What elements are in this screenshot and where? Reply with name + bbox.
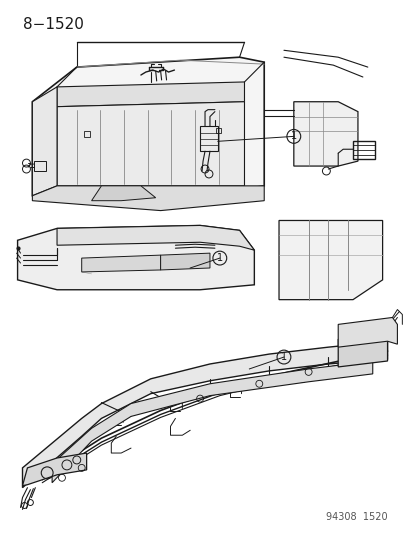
- Polygon shape: [57, 225, 254, 250]
- Polygon shape: [52, 361, 372, 483]
- Polygon shape: [32, 186, 263, 211]
- Polygon shape: [91, 186, 155, 201]
- Text: 1: 1: [280, 352, 286, 362]
- Polygon shape: [32, 57, 263, 201]
- Bar: [199, 126, 217, 151]
- Polygon shape: [57, 102, 244, 186]
- Polygon shape: [32, 87, 57, 196]
- Polygon shape: [337, 334, 387, 367]
- Bar: [34, 161, 46, 171]
- Text: 94308  1520: 94308 1520: [325, 512, 387, 522]
- Text: 8−1520: 8−1520: [22, 17, 83, 31]
- Polygon shape: [81, 255, 160, 272]
- Polygon shape: [22, 341, 387, 488]
- Polygon shape: [278, 221, 382, 300]
- Bar: [352, 141, 374, 159]
- Text: 1: 1: [216, 253, 222, 263]
- Bar: [215, 128, 220, 133]
- Polygon shape: [293, 102, 357, 166]
- Polygon shape: [57, 82, 244, 107]
- Text: 1: 1: [290, 131, 296, 141]
- Polygon shape: [160, 253, 209, 270]
- Bar: [83, 132, 89, 138]
- Polygon shape: [337, 318, 396, 347]
- Polygon shape: [22, 453, 86, 486]
- Polygon shape: [17, 225, 254, 290]
